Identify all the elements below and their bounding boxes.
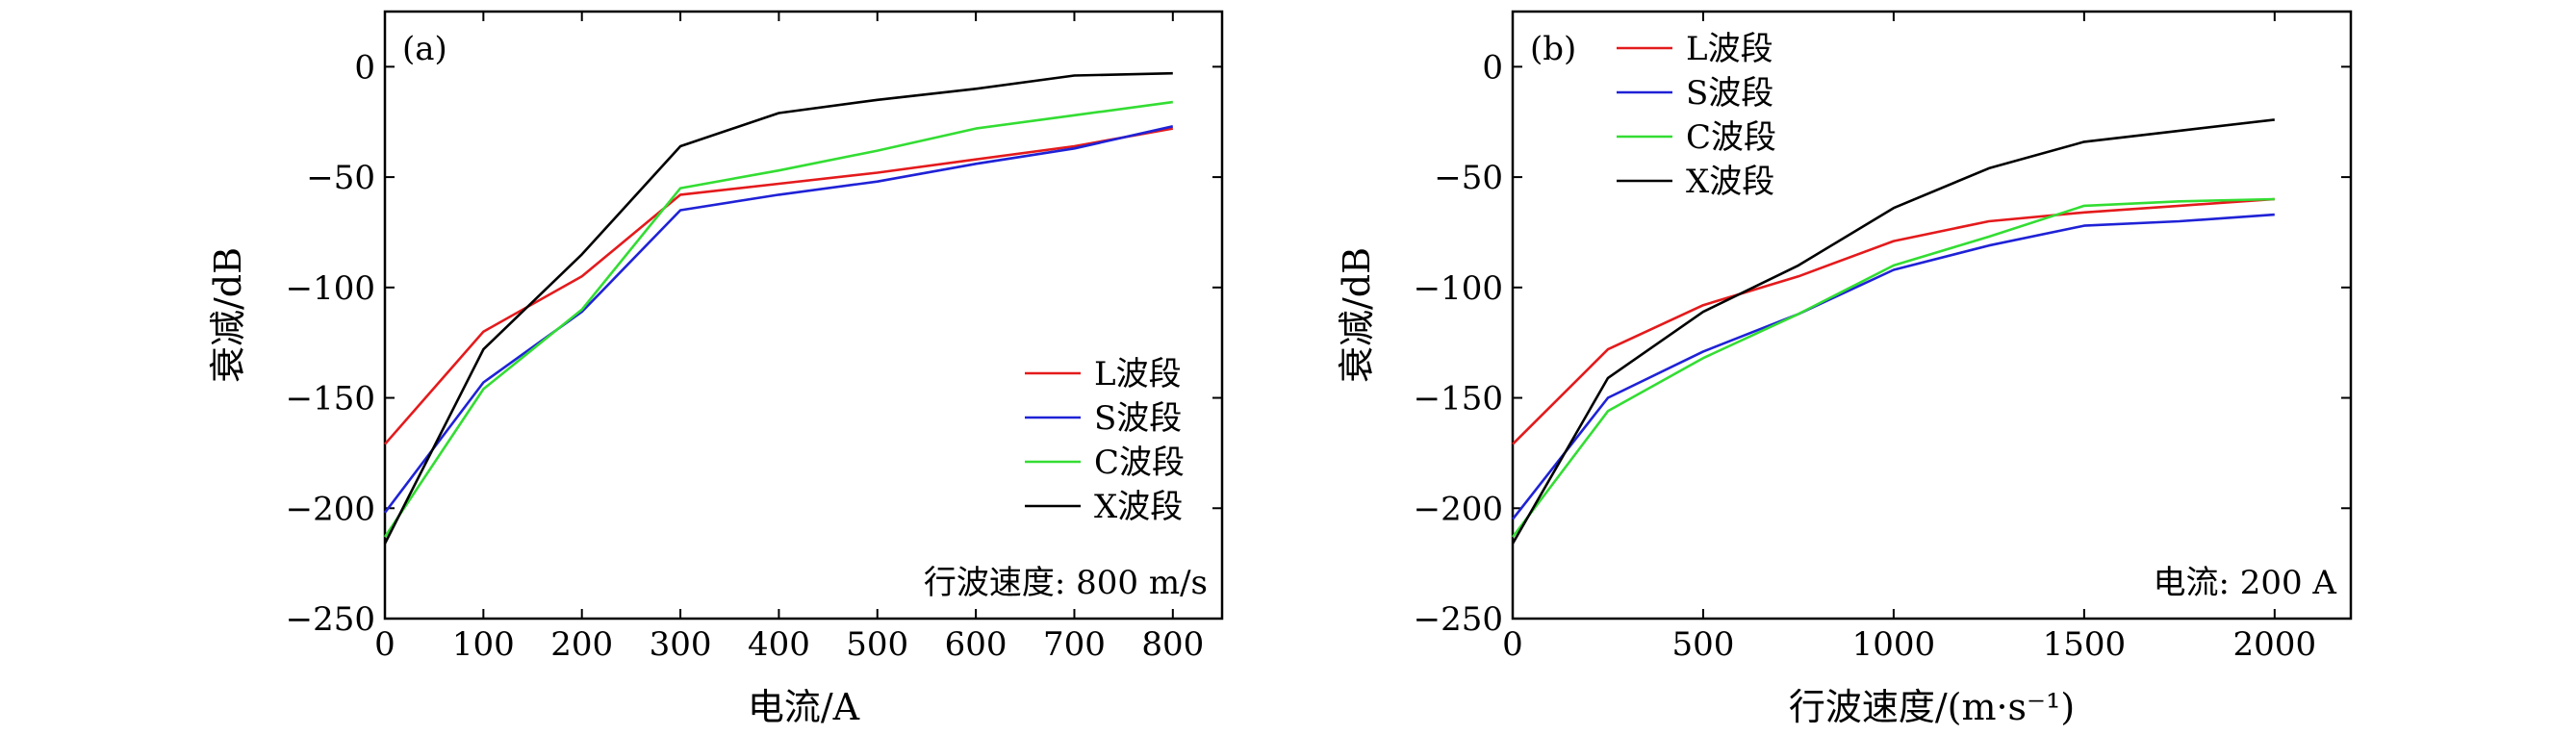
y-tick-label: −250 xyxy=(286,600,375,639)
x-tick-label: 400 xyxy=(748,625,810,664)
x-tick-label: 500 xyxy=(1672,625,1735,664)
x-tick-label: 500 xyxy=(846,625,908,664)
y-axis-label: 衰减/dB xyxy=(1336,247,1378,383)
x-tick-label: 0 xyxy=(1502,625,1523,664)
y-tick-label: −150 xyxy=(1414,380,1503,418)
legend-label: S波段 xyxy=(1686,74,1773,113)
x-tick-label: 0 xyxy=(374,625,395,664)
x-tick-label: 700 xyxy=(1043,625,1106,664)
y-tick-label: −150 xyxy=(286,380,375,418)
y-tick-label: −50 xyxy=(1434,159,1503,197)
series-line-3 xyxy=(383,100,1173,538)
legend-label: L波段 xyxy=(1094,355,1182,393)
y-tick-label: 0 xyxy=(354,48,375,87)
x-tick-label: 100 xyxy=(452,625,515,664)
x-tick-label: 1000 xyxy=(1852,625,1936,664)
series-line-4 xyxy=(383,71,1173,545)
y-tick-label: −100 xyxy=(286,269,375,308)
chart-annotation: 电流: 200 A xyxy=(2153,564,2336,602)
series-line-4 xyxy=(1511,118,2275,545)
legend-label: X波段 xyxy=(1094,488,1183,526)
y-tick-label: −100 xyxy=(1414,269,1503,308)
legend-label: L波段 xyxy=(1686,30,1773,68)
y-tick-label: −250 xyxy=(1414,600,1503,639)
y-tick-label: −200 xyxy=(286,490,375,528)
plot-frame xyxy=(383,10,1224,621)
series-line-2 xyxy=(383,125,1174,514)
x-tick-label: 300 xyxy=(650,625,712,664)
chart-annotation: 行波速度: 800 m/s xyxy=(924,564,1208,602)
x-tick-label: 1500 xyxy=(2043,625,2127,664)
x-axis-label: 行波速度/(m·s⁻¹) xyxy=(1789,686,2075,728)
y-tick-label: 0 xyxy=(1482,48,1503,87)
panel-label: (a) xyxy=(402,30,447,68)
series-line-3 xyxy=(1511,197,2275,538)
panel-label: (b) xyxy=(1530,30,1576,68)
plot-frame xyxy=(1511,10,2353,621)
legend-label: X波段 xyxy=(1686,163,1774,201)
x-tick-label: 800 xyxy=(1141,625,1204,664)
x-tick-label: 600 xyxy=(945,625,1007,664)
legend-label: C波段 xyxy=(1094,444,1185,482)
x-tick-label: 2000 xyxy=(2233,625,2317,664)
series-line-1 xyxy=(1512,197,2275,445)
y-tick-label: −200 xyxy=(1414,490,1503,528)
series-line-1 xyxy=(384,127,1174,445)
x-axis-label: 电流/A xyxy=(748,686,860,728)
legend-label: C波段 xyxy=(1686,118,1776,157)
y-axis-label: 衰减/dB xyxy=(207,247,249,383)
legend-label: S波段 xyxy=(1094,399,1182,438)
y-tick-label: −50 xyxy=(306,159,375,197)
chart-panel-a: 0 100 200 300 400 500 600 700 800 0 −50 −100 −150 −20… xyxy=(207,10,1224,728)
x-tick-label: 200 xyxy=(550,625,613,664)
series-line-2 xyxy=(1511,213,2275,520)
chart-panel-b: 0 500 1000 1500 2000 0 −50 −100 −150 −200 −250 行波速度… xyxy=(1336,10,2353,728)
